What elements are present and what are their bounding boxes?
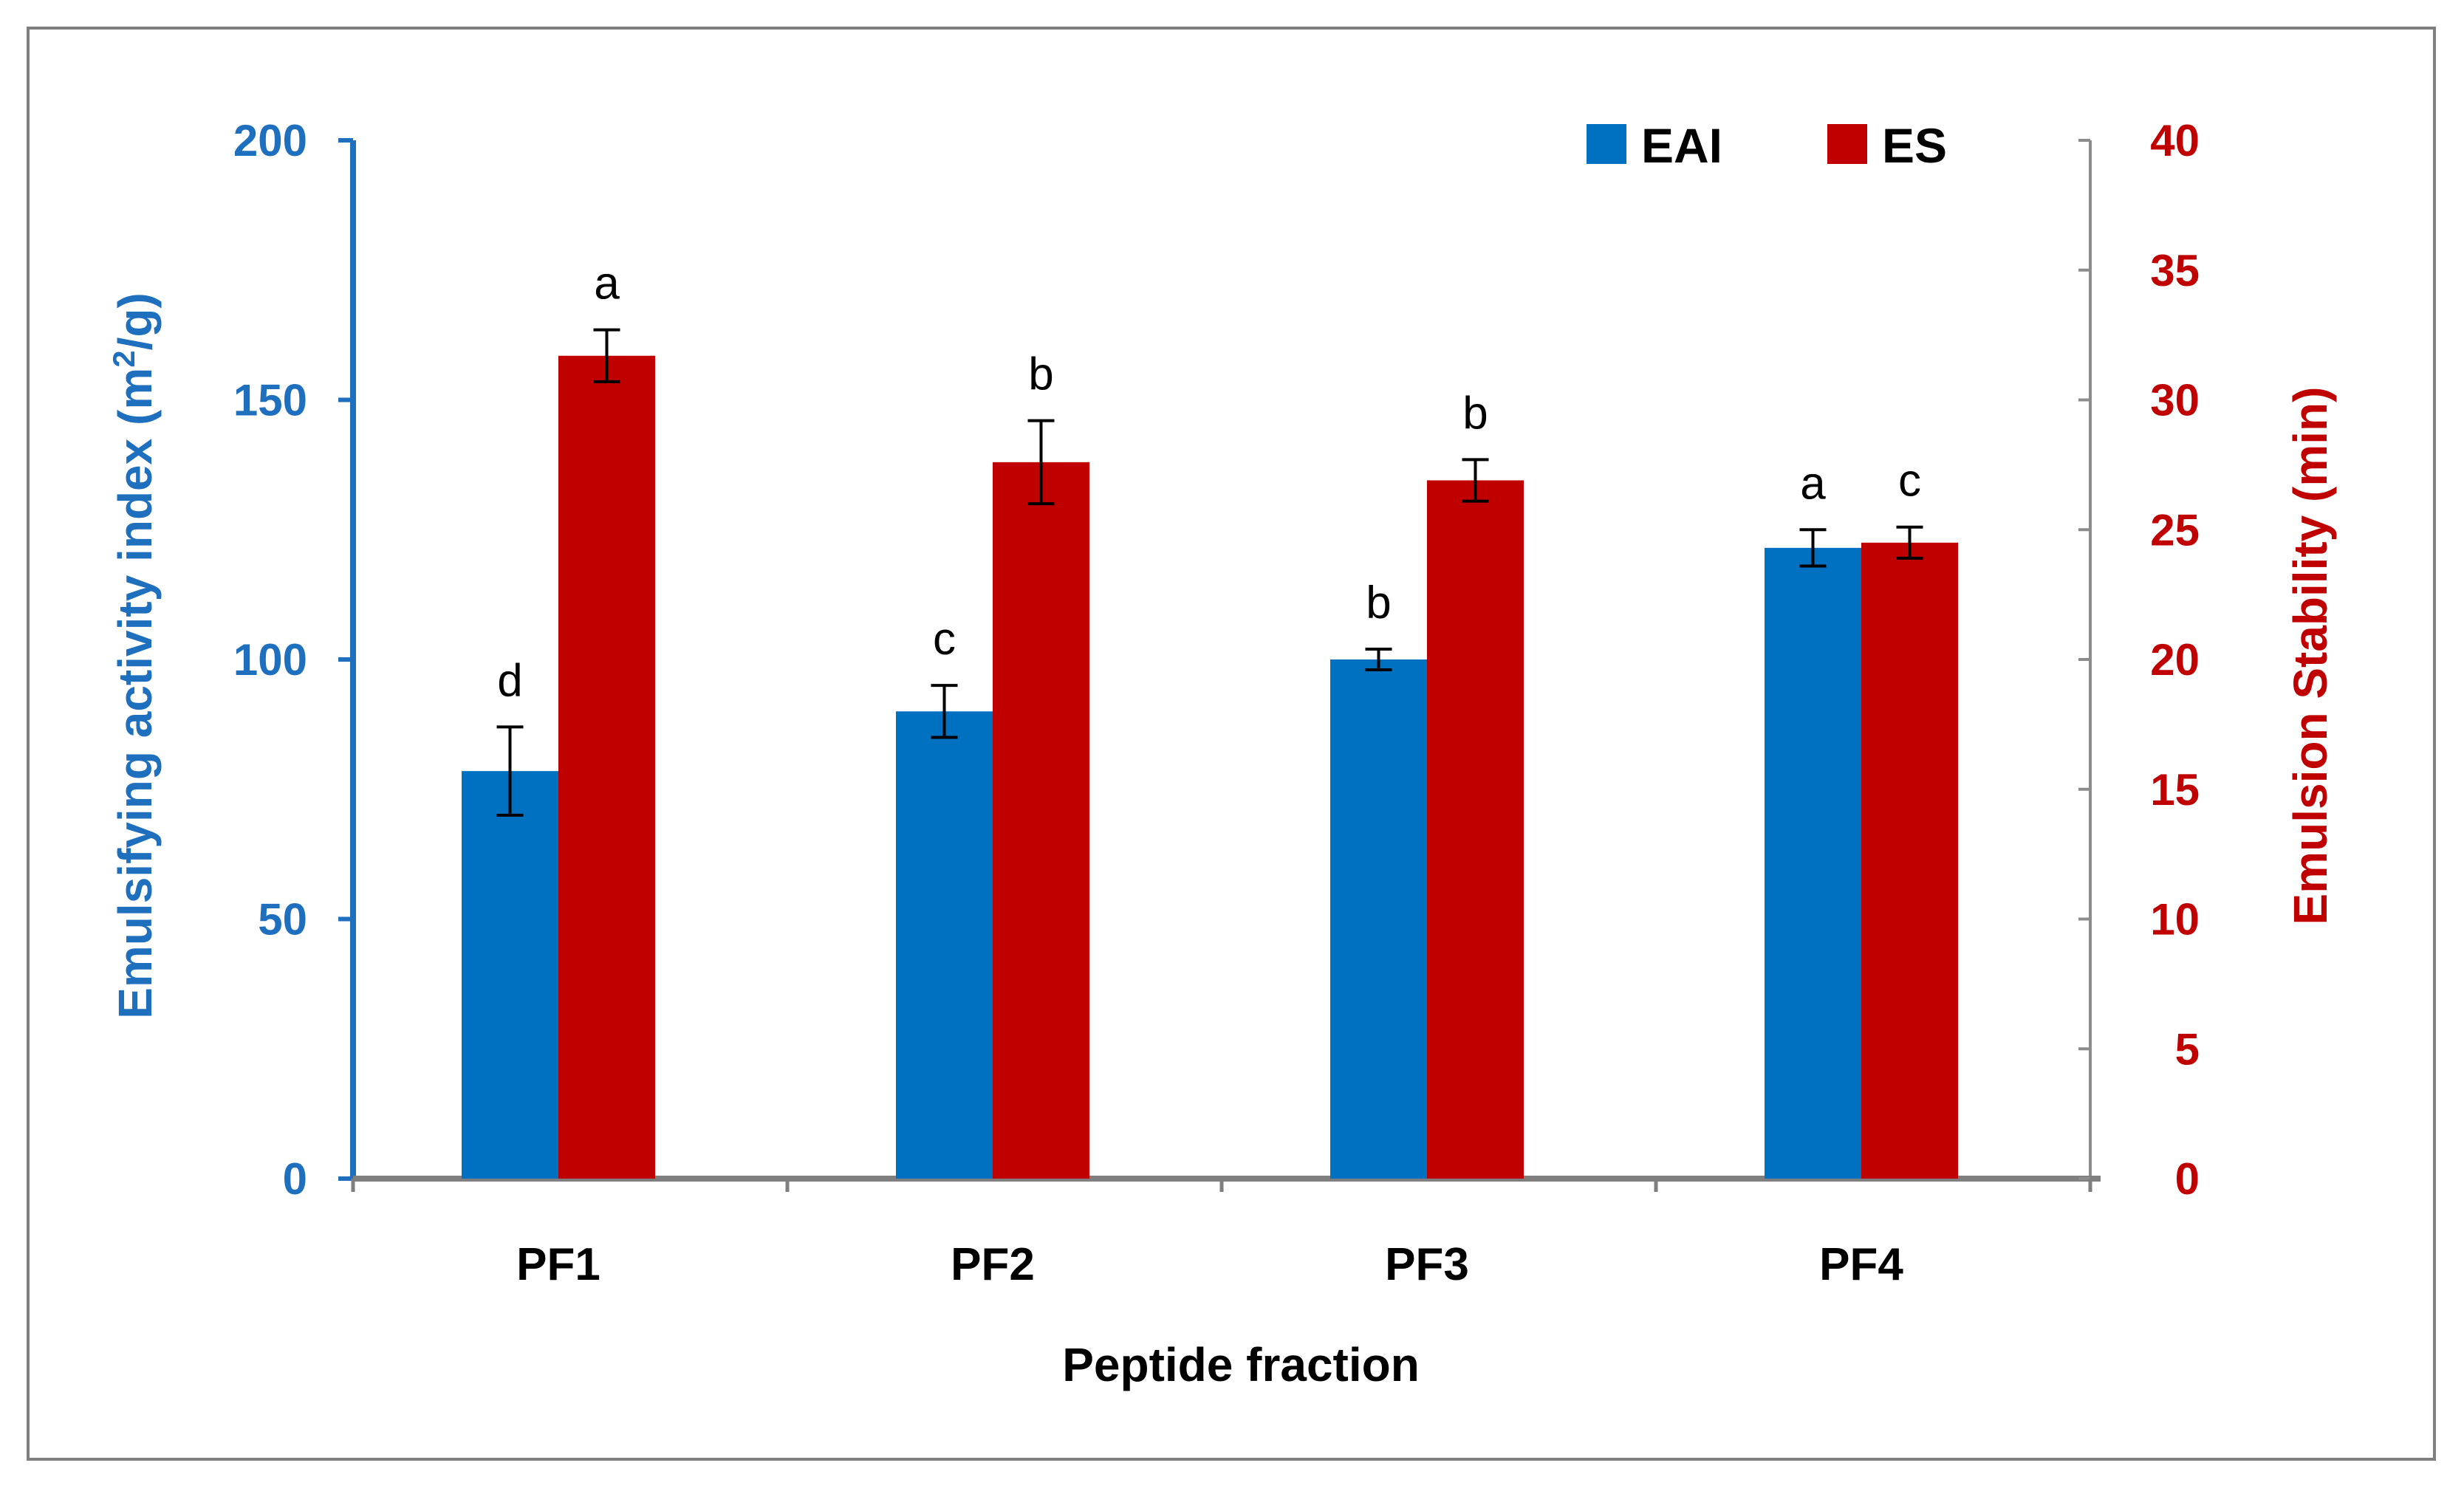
figure-border (27, 27, 2436, 1461)
legend-label-es: ES (1882, 118, 1947, 173)
y-left-tick-label: 50 (258, 895, 307, 945)
legend-swatch-eai (1587, 124, 1626, 164)
y-right-tick-label: 40 (2150, 116, 2200, 165)
y-right-tick-label: 10 (2150, 895, 2200, 945)
bar-es-pf2 (993, 462, 1089, 1179)
x-tick-label: PF3 (1385, 1239, 1469, 1290)
significance-letter: b (1366, 577, 1391, 628)
y-axis-left-title-part1: Emulsifying activity index (m (109, 368, 162, 1019)
bar-es-pf3 (1427, 480, 1524, 1179)
y-left-tick-label: 0 (283, 1154, 307, 1204)
x-tick-label: PF4 (1819, 1239, 1903, 1290)
significance-letter: a (1800, 458, 1826, 509)
y-axis-left-title-superscript: 2 (106, 350, 141, 367)
y-right-tick-label: 0 (2175, 1154, 2200, 1204)
bar-eai-pf3 (1330, 659, 1427, 1179)
bar-eai-pf4 (1765, 547, 1861, 1179)
y-axis-left-title-part3: /g) (109, 292, 162, 350)
bar-eai-pf1 (462, 771, 558, 1179)
bar-es-pf4 (1861, 542, 1958, 1179)
y-left-tick-label: 150 (233, 376, 307, 425)
x-tick-label: PF2 (951, 1239, 1035, 1290)
x-tick-label: PF1 (516, 1239, 600, 1290)
y-left-tick-label: 100 (233, 635, 307, 685)
y-right-tick-label: 35 (2150, 246, 2200, 295)
error-bars-group (496, 328, 1923, 817)
significance-labels-group: d c b a a b b c (497, 258, 1921, 707)
significance-letter: c (1898, 456, 1921, 507)
x-axis-title: Peptide fraction (1062, 1338, 1420, 1391)
legend: EAI ES (1587, 118, 1947, 173)
y-left-tick-label: 200 (233, 116, 307, 165)
significance-letter: c (933, 614, 956, 665)
significance-letter: b (1028, 349, 1053, 400)
significance-letter: b (1462, 388, 1488, 439)
bars-group (462, 355, 1958, 1179)
y-right-tick-label: 20 (2150, 635, 2200, 685)
y-right-tick-label: 25 (2150, 505, 2200, 555)
y-right-tick-label: 5 (2175, 1024, 2200, 1074)
y-axis-left-title: Emulsifying activity index (m2/g) (106, 292, 162, 1019)
bar-eai-pf2 (896, 711, 993, 1179)
y-right-tick-label: 30 (2150, 376, 2200, 425)
legend-label-eai: EAI (1641, 118, 1722, 173)
bar-es-pf1 (558, 355, 655, 1179)
legend-swatch-es (1827, 124, 1867, 164)
y-axis-right-title: Emulsion Stability (min) (2284, 387, 2337, 925)
y-right-tick-label: 15 (2150, 765, 2200, 815)
significance-letter: a (594, 258, 620, 309)
significance-letter: d (497, 655, 522, 706)
